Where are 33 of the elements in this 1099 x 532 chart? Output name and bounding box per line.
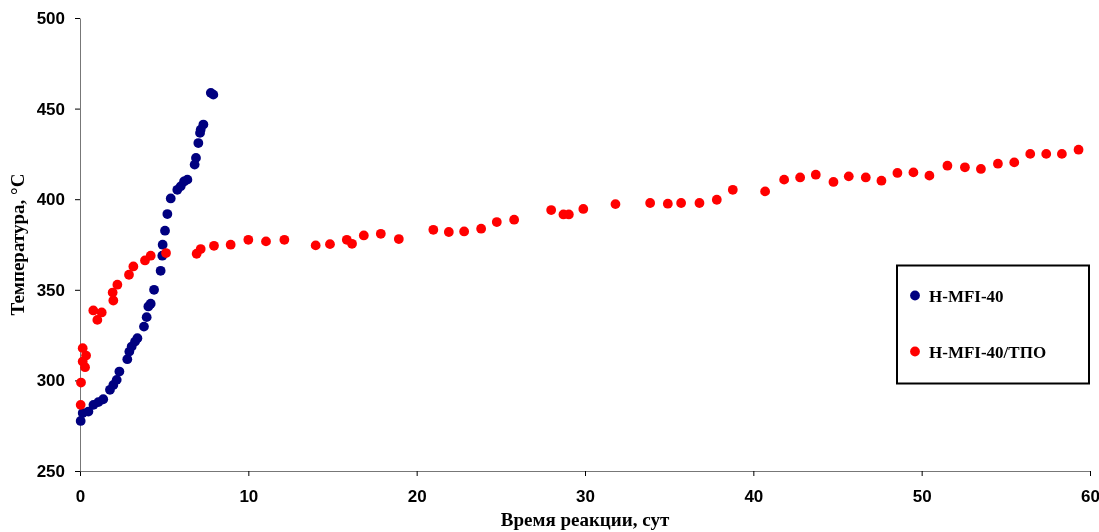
point [198,119,209,130]
point [160,225,170,236]
point [165,193,176,204]
y-tick-label: 250 [36,461,65,481]
point [149,284,159,295]
x-tick-label: 10 [239,487,259,507]
x-tick-label: 0 [75,487,86,507]
point [111,374,122,385]
x-tick-label: 50 [912,487,932,507]
point [193,138,204,148]
point [182,174,193,185]
point [114,366,125,377]
x-axis-title: Время реакции, сут [500,509,670,530]
y-tick-label: 500 [36,8,65,28]
point [157,239,168,250]
point [141,312,152,323]
y-tick-label: 350 [36,280,65,300]
legend-label: H-MFI-40 [929,286,1004,306]
point [162,209,173,219]
x-tick-label: 60 [1081,487,1099,507]
y-tick-label: 400 [36,190,65,210]
point [139,321,149,332]
point [98,394,109,405]
y-axis-title: Температура, °С [7,173,28,316]
x-tick-label: 30 [576,487,595,507]
point [122,354,133,365]
point [155,265,166,276]
x-tick-label: 40 [744,487,764,507]
x-tick-label: 20 [407,487,427,507]
legend-label: H-MFI-40/ТПО [929,342,1047,362]
point [191,153,201,163]
y-tick-label: 300 [36,371,65,391]
y-tick-label: 450 [36,99,65,119]
